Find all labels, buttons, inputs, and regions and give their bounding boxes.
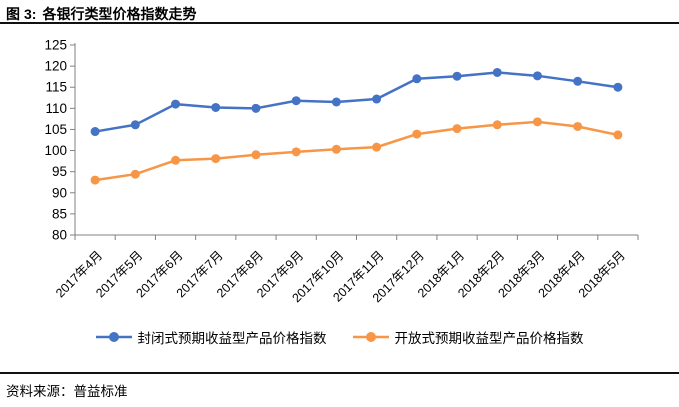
y-axis: 80 85 90 95 100 105 110 115 120 125: [44, 38, 76, 243]
data-point: [90, 175, 100, 185]
data-point: [90, 127, 100, 137]
legend-label: 开放式预期收益型产品价格指数: [394, 331, 584, 346]
legend-item-closed-end: 封闭式预期收益型产品价格指数: [95, 327, 327, 347]
figure-title-text: 各银行类型价格指数走势: [42, 6, 197, 22]
data-point: [452, 124, 462, 134]
y-tick-label: 90: [52, 185, 67, 200]
line-chart: 80 85 90 95 100 105 110 115 120 125 2017年4月 2017年5月…: [0, 26, 679, 322]
y-tick-label: 80: [52, 228, 67, 243]
data-point: [532, 117, 542, 127]
legend-item-open-end: 开放式预期收益型产品价格指数: [352, 327, 584, 347]
y-tick-label: 115: [45, 80, 67, 95]
data-point: [412, 74, 422, 84]
data-point: [130, 169, 140, 179]
y-tick-label: 105: [44, 122, 67, 137]
data-point: [211, 154, 221, 164]
data-point: [492, 67, 502, 77]
legend-line-dot-marker: [352, 332, 389, 342]
y-tick-label: 85: [52, 206, 67, 221]
series-0: [90, 67, 623, 137]
data-point: [331, 97, 341, 107]
data-point: [412, 129, 422, 139]
y-tick-label: 100: [44, 143, 67, 158]
y-tick-label: 95: [52, 164, 67, 179]
data-point: [130, 120, 140, 130]
data-point: [372, 94, 382, 104]
legend-label: 封闭式预期收益型产品价格指数: [137, 331, 327, 346]
figure-title: 图 3: 各银行类型价格指数走势: [0, 0, 679, 24]
source-text: 资料来源：普益标准: [6, 384, 128, 399]
series-1: [90, 117, 623, 185]
y-tick-label: 120: [44, 59, 67, 74]
data-point: [291, 96, 301, 106]
data-point: [211, 102, 221, 112]
data-point: [492, 120, 502, 130]
data-point: [331, 144, 341, 154]
figure-title-prefix: 图: [6, 6, 20, 22]
y-tick-label: 110: [45, 101, 67, 116]
data-point: [251, 103, 261, 113]
figure-title-number: 3:: [24, 6, 37, 22]
source-note: 资料来源：普益标准: [0, 372, 679, 407]
data-point: [613, 130, 623, 140]
x-axis: 2017年4月2017年5月2017年6月2017年7月2017年8月2017年…: [53, 234, 639, 305]
data-point: [171, 155, 181, 165]
data-point: [251, 150, 261, 160]
data-point: [372, 142, 382, 152]
data-point: [171, 99, 181, 109]
legend-line-dot-marker: [95, 332, 132, 342]
chart-legend: 封闭式预期收益型产品价格指数 开放式预期收益型产品价格指数: [0, 327, 679, 347]
y-tick-label: 125: [44, 38, 67, 53]
data-point: [573, 121, 583, 131]
data-point: [532, 71, 542, 81]
data-point: [452, 71, 462, 81]
data-point: [291, 147, 301, 157]
line-chart-canvas: 80 85 90 95 100 105 110 115 120 125 2017年4月2017年5月…: [44, 38, 639, 305]
data-point: [613, 82, 623, 92]
data-point: [573, 76, 583, 86]
